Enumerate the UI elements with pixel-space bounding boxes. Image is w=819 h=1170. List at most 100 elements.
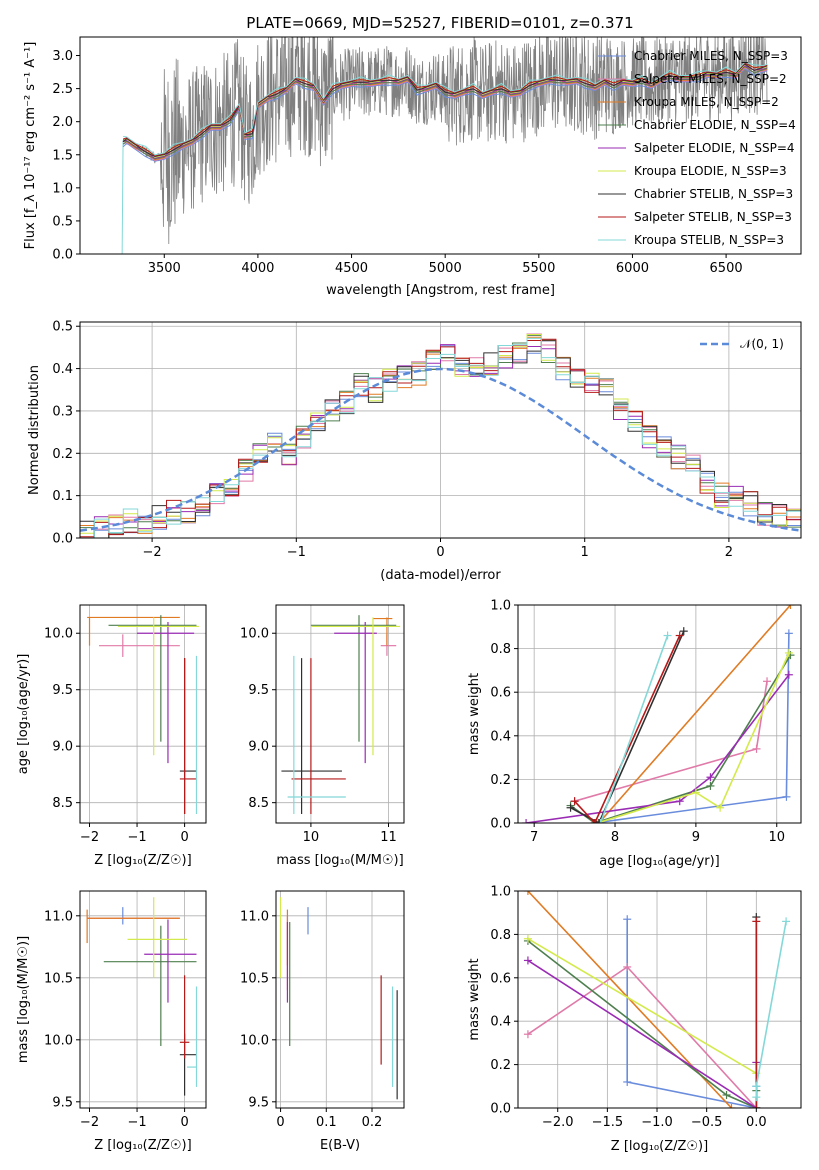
series-line <box>598 605 792 823</box>
series-line-observed <box>122 37 768 245</box>
histogram-salpeter_miles <box>80 333 801 538</box>
y-tick-label: 0.0 <box>490 817 511 832</box>
x-tick-label: −1 <box>127 1115 146 1130</box>
legend-item: Kroupa MILES, N_SSP=2 <box>634 95 779 109</box>
x-tick-label: 10 <box>768 830 785 845</box>
marker-plus <box>763 677 772 686</box>
y-tick-label: 0.5 <box>52 320 73 335</box>
marker-plus <box>590 819 599 823</box>
y-tick-label: 9.5 <box>52 1095 73 1110</box>
plot-area <box>523 891 791 1108</box>
x-tick-label: 1 <box>581 545 589 560</box>
y-tick-label: 10.0 <box>240 1033 269 1048</box>
y-tick-label: 10.5 <box>240 971 269 986</box>
errorbar <box>137 621 195 764</box>
y-tick-label: 9.5 <box>248 1095 269 1110</box>
series-line <box>122 62 768 157</box>
series-line <box>122 67 768 162</box>
plot-area <box>522 605 795 823</box>
y-tick-label: 0.6 <box>490 686 511 701</box>
x-axis-label: (data-model)/error <box>380 568 501 583</box>
errorbar <box>86 909 180 944</box>
errorbar <box>144 919 197 1003</box>
x-axis-label: mass [log₁₀(M/M☉)] <box>276 853 403 868</box>
marker-plus <box>722 1090 731 1099</box>
y-tick-label: 9.0 <box>52 740 73 755</box>
marker-plus <box>784 648 793 657</box>
panel-age-vs-Z: −2 −1 0 8.5 9.0 9.5 10.0 Z [log₁₀(Z/Z☉)] age [lo… <box>16 604 207 868</box>
y-tick-label: 0.2 <box>52 447 73 462</box>
y-tick-label: 9.0 <box>248 740 269 755</box>
x-axis-label: wavelength [Angstrom, rest frame] <box>326 283 555 298</box>
errorbar <box>99 634 180 657</box>
marker-plus <box>675 797 684 806</box>
x-tick-label: 4000 <box>241 261 274 276</box>
y-tick-label: 0.6 <box>490 971 511 986</box>
errorbar <box>118 617 199 756</box>
axes-frame <box>79 890 207 1109</box>
errorbar <box>127 897 187 978</box>
axes-frame <box>79 604 207 824</box>
y-tick-label: 1.0 <box>490 599 511 614</box>
marker-plus <box>623 915 632 924</box>
errorbar <box>186 986 198 1087</box>
y-axis-label: Flux [f_λ 10⁻¹⁷ erg cm⁻² s⁻¹ A⁻¹] <box>23 42 38 250</box>
x-axis-label: age [log₁₀(age/yr)] <box>599 854 720 869</box>
series-line <box>574 635 681 823</box>
x-tick-label: −1.5 <box>592 1115 624 1130</box>
panel-spectrum: 3500 4000 4500 5000 5500 6000 6500 0.0 0.5 1.0 1.5… <box>23 36 802 298</box>
histogram-kroupa_stelib <box>80 337 801 538</box>
errorbar <box>310 617 401 756</box>
series-line <box>596 652 790 823</box>
marker-plus <box>523 934 532 943</box>
x-axis-label: Z [log₁₀(Z/Z☉)] <box>94 853 191 868</box>
series-line <box>599 635 669 823</box>
marker-plus <box>786 605 795 609</box>
marker-plus <box>752 917 761 926</box>
series-line <box>123 61 768 156</box>
x-tick-label: 6500 <box>710 261 743 276</box>
panel-weight-vs-Z: −2.0 −1.5 −1.0 −0.5 0.0 0.0 0.2 0.4 0.6 0.8 1.0 Z [… <box>467 885 802 1154</box>
y-tick-label: 0.4 <box>490 729 511 744</box>
y-tick-label: 0.0 <box>490 1102 511 1117</box>
marker-plus <box>623 962 632 971</box>
marker-plus <box>784 629 793 638</box>
panel-mass-vs-ebv: 0 0.1 0.2 9.5 10.0 10.5 11.0 E(B-V) <box>240 890 405 1153</box>
errorbar <box>179 975 190 1059</box>
x-tick-label: 0.1 <box>316 1115 337 1130</box>
series-line <box>122 63 768 158</box>
x-tick-label: 3500 <box>148 261 181 276</box>
x-tick-label: 0.2 <box>362 1115 383 1130</box>
axes-frame <box>517 604 802 824</box>
marker-plus <box>782 917 791 926</box>
marker-plus <box>566 803 575 812</box>
plot-area <box>279 897 398 1100</box>
y-axis-label: mass [log₁₀(M/M☉)] <box>16 936 31 1063</box>
x-tick-label: −2 <box>80 830 99 845</box>
panel-residuals: −2 −1 0 1 2 0.0 0.1 0.2 0.3 0.4 0.5 𝒩(0, 1) (data-mo… <box>27 320 802 583</box>
errorbar <box>291 658 346 814</box>
marker-plus <box>623 1077 632 1086</box>
y-tick-label: 9.5 <box>248 683 269 698</box>
y-axis-label: mass weight <box>467 673 482 755</box>
marker-plus <box>594 819 603 823</box>
y-tick-label: 8.5 <box>52 796 73 811</box>
errorbar <box>334 621 377 764</box>
errorbar <box>281 658 342 814</box>
x-axis-label: Z [log₁₀(Z/Z☉)] <box>94 1138 191 1153</box>
histogram-chabrier_stelib <box>80 339 801 538</box>
y-tick-label: 3.0 <box>52 49 73 64</box>
y-tick-label: 10.0 <box>44 1033 73 1048</box>
marker-plus <box>570 797 579 806</box>
legend-item: Chabrier MILES, N_SSP=3 <box>634 49 788 63</box>
marker-plus <box>752 1082 761 1091</box>
x-tick-label: 5000 <box>429 261 462 276</box>
x-tick-label: 0 <box>276 1115 284 1130</box>
y-tick-label: 0.3 <box>52 404 73 419</box>
marker-plus <box>752 1104 761 1108</box>
series-line <box>122 65 768 160</box>
legend-item: Salpeter STELIB, N_SSP=3 <box>634 210 792 224</box>
x-tick-label: 10 <box>303 830 320 845</box>
series-line <box>570 630 685 823</box>
